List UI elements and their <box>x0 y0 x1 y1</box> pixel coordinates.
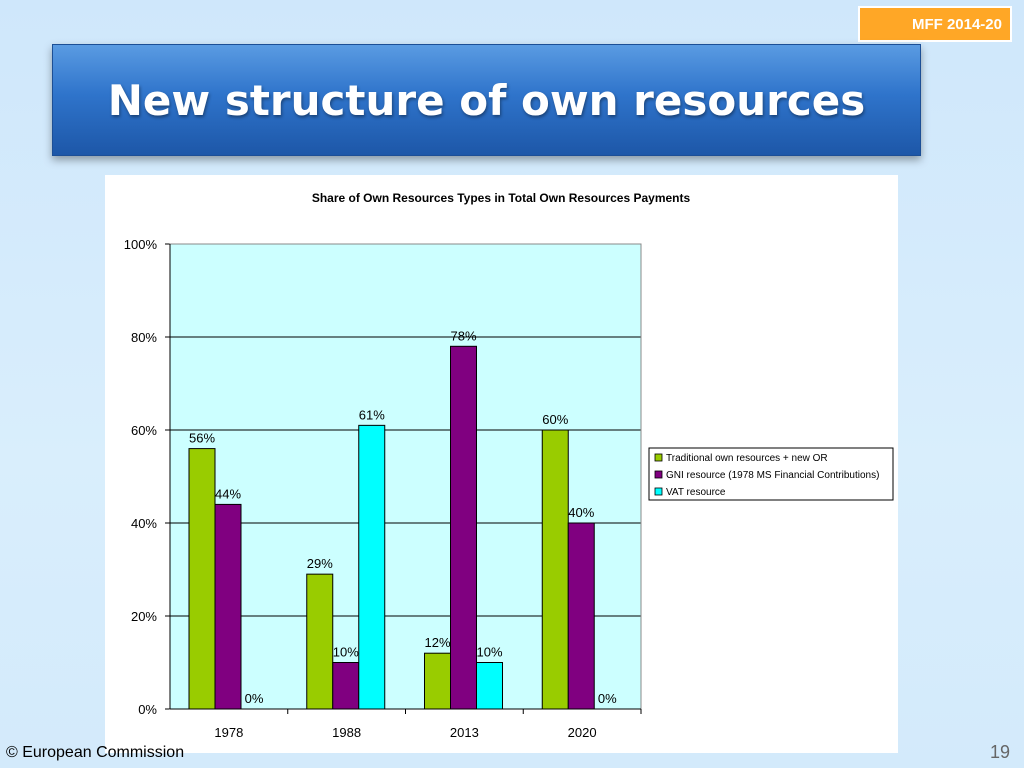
copyright-footer: © European Commission <box>6 744 185 761</box>
chart-legend: Traditional own resources + new OR GNI re… <box>648 447 894 501</box>
bar <box>332 662 360 710</box>
x-tick-label: 2013 <box>450 725 479 740</box>
x-tick-label: 2020 <box>568 725 597 740</box>
mff-badge: MFF 2014-20 <box>858 6 1012 42</box>
bar <box>541 429 569 710</box>
legend-swatch <box>654 470 663 479</box>
legend-box <box>648 447 894 501</box>
bar <box>358 424 386 710</box>
legend-label: GNI resource (1978 MS Financial Contribu… <box>666 470 879 481</box>
y-tick-label: 0% <box>138 702 157 717</box>
legend-label: VAT resource <box>666 487 726 498</box>
data-label: 44% <box>215 486 241 501</box>
bar <box>450 345 477 710</box>
legend-swatch <box>654 487 663 496</box>
x-tick-label: 1978 <box>214 725 243 740</box>
bar <box>424 652 451 710</box>
chart-panel: Share of Own Resources Types in Total Ow… <box>105 175 898 753</box>
data-label: 60% <box>542 412 568 427</box>
chart-title: Share of Own Resources Types in Total Ow… <box>312 191 691 205</box>
bar <box>306 573 334 710</box>
data-label: 40% <box>568 505 594 520</box>
page-number: 19 <box>989 742 1010 762</box>
y-tick-label: 100% <box>124 237 158 252</box>
bar <box>476 662 503 710</box>
bar <box>567 522 595 710</box>
data-label: 61% <box>359 407 385 422</box>
y-tick-label: 40% <box>131 516 157 531</box>
data-label: 29% <box>307 556 333 571</box>
y-tick-label: 60% <box>131 423 157 438</box>
legend-label: Traditional own resources + new OR <box>666 453 828 464</box>
data-label: 10% <box>476 645 502 660</box>
bar <box>188 448 216 710</box>
title-banner: New structure of own resources <box>52 44 921 156</box>
y-tick-label: 20% <box>131 609 157 624</box>
bar <box>214 503 242 710</box>
y-tick-label: 80% <box>131 330 157 345</box>
legend-swatch <box>654 453 663 462</box>
bar-chart: Share of Own Resources Types in Total Ow… <box>124 191 894 740</box>
data-label: 10% <box>333 645 359 660</box>
slide-title: New structure of own resources <box>107 75 866 125</box>
data-label: 0% <box>245 691 264 706</box>
x-tick-label: 1988 <box>332 725 361 740</box>
data-label: 12% <box>424 635 450 650</box>
data-label: 78% <box>450 328 476 343</box>
data-label: 56% <box>189 431 215 446</box>
data-label: 0% <box>598 691 617 706</box>
